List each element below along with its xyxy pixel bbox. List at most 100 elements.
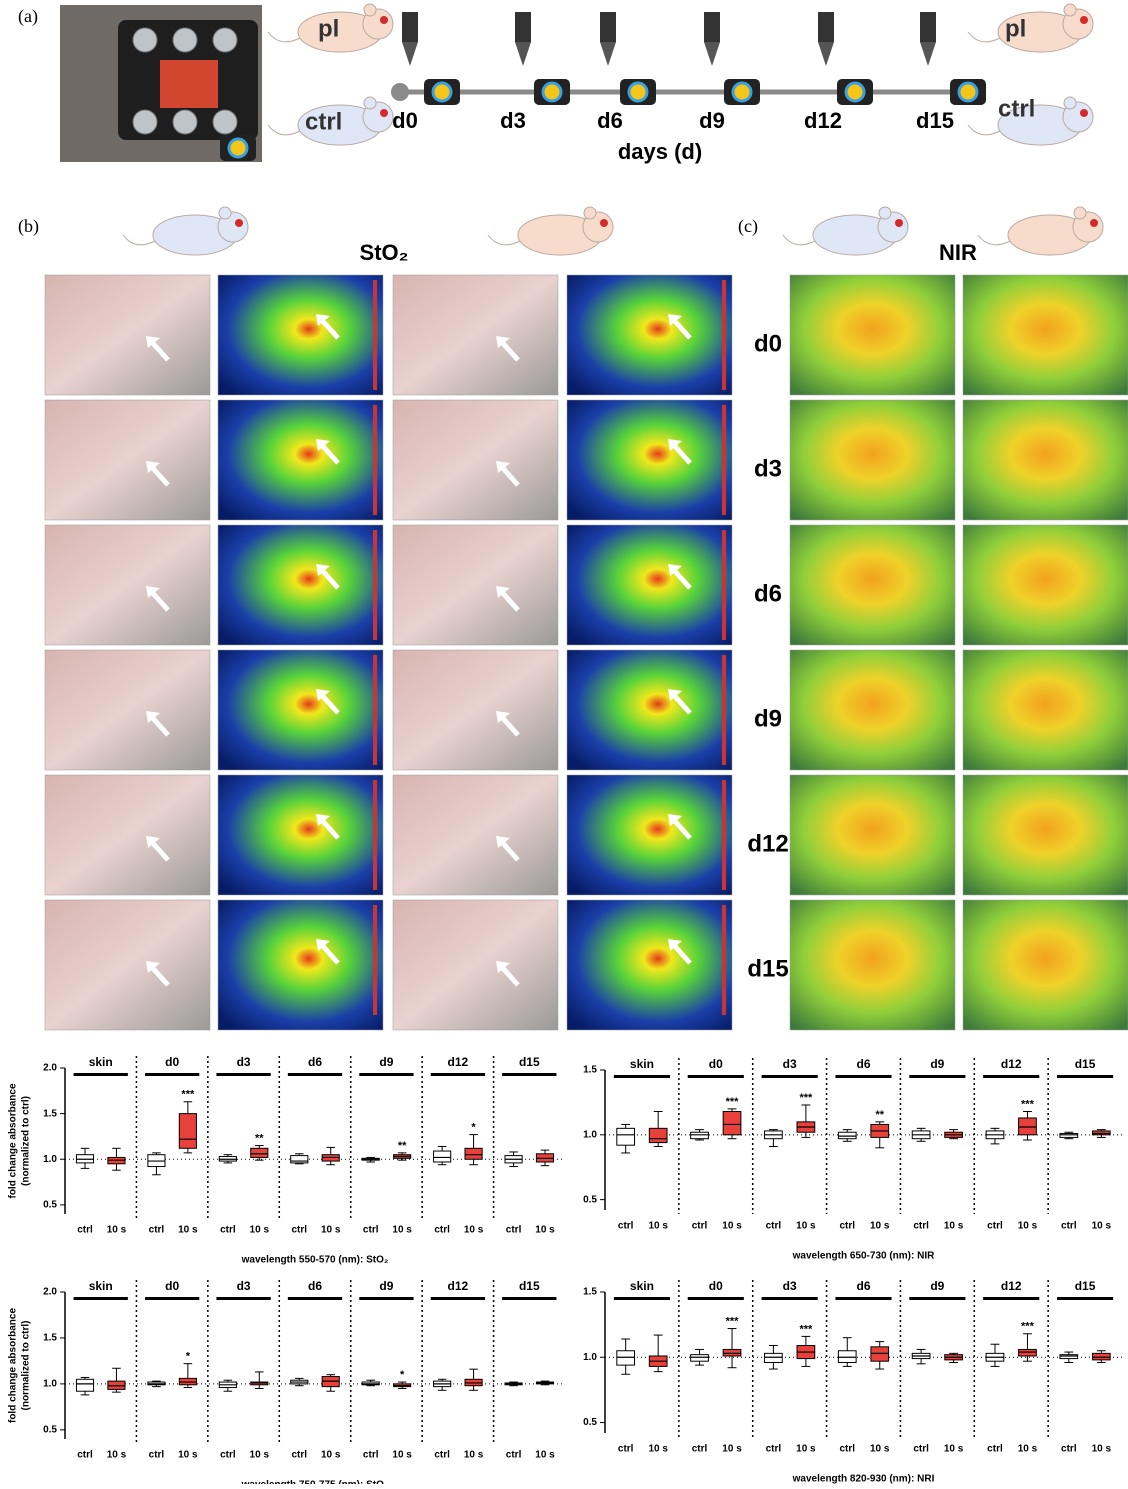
x-tick-label: ctrl (77, 1450, 93, 1461)
image-tile (567, 275, 732, 395)
mouse-ear (584, 207, 596, 219)
group-bar (983, 1297, 1039, 1300)
group-label: d3 (783, 1057, 797, 1071)
group-label: d6 (308, 1279, 322, 1293)
x-tick-label: ctrl (292, 1225, 308, 1236)
y-tick-label: 1.5 (43, 1108, 57, 1119)
mouse-eye (600, 219, 608, 227)
x-tick-label: 10 s (944, 1221, 964, 1232)
group-bar (614, 1297, 670, 1300)
x-tick-label: 10 s (1018, 1221, 1038, 1232)
group-bar (145, 1297, 199, 1300)
box (723, 1349, 741, 1356)
panel-title: StO₂ (360, 240, 409, 265)
image-tile (963, 525, 1128, 645)
row-label: d3 (754, 455, 782, 482)
y-tick-label: 1.0 (583, 1129, 597, 1140)
page-body: (a) (b) (c) StO₂ NIR days (d) plctrlplct… (0, 0, 1128, 1484)
box (617, 1351, 635, 1365)
x-tick-label: 10 s (535, 1450, 555, 1461)
image-tile (45, 400, 210, 520)
significance: *** (181, 1089, 195, 1101)
significance: *** (726, 1315, 740, 1327)
mouse-eye (380, 16, 388, 24)
x-tick-label: 10 s (392, 1225, 412, 1236)
mouse-ear (219, 207, 231, 219)
mouse-tail (978, 235, 1010, 245)
image-tile (567, 400, 732, 520)
box (76, 1379, 93, 1391)
mouse-tail (783, 235, 815, 245)
box (1092, 1353, 1110, 1360)
camera-lens (543, 83, 561, 101)
group-bar (835, 1075, 891, 1078)
x-tick-label: ctrl (149, 1225, 165, 1236)
image-tile (45, 775, 210, 895)
x-tick-label: 10 s (796, 1444, 816, 1455)
x-tick-label: ctrl (839, 1444, 855, 1455)
camera-lens (229, 139, 247, 157)
group-label: pl (1005, 15, 1026, 42)
y-tick-label: 1.5 (583, 1065, 597, 1076)
box (1060, 1134, 1078, 1138)
x-tick-label: ctrl (292, 1450, 308, 1461)
x-tick-label: 10 s (648, 1444, 668, 1455)
image-tile (218, 650, 383, 770)
image-tile (45, 650, 210, 770)
group-label: d0 (709, 1057, 723, 1071)
y-tick-label: 0.5 (43, 1200, 57, 1211)
group-label: ctrl (305, 108, 342, 135)
syringe-icon (920, 12, 936, 42)
image-tile (963, 775, 1128, 895)
x-tick-label: 10 s (722, 1221, 742, 1232)
x-tick-label: 10 s (250, 1225, 270, 1236)
group-label: skin (630, 1057, 654, 1071)
group-label: d15 (519, 1055, 540, 1069)
group-bar (359, 1297, 413, 1300)
x-tick-label: ctrl (434, 1225, 450, 1236)
image-tile (963, 400, 1128, 520)
colorbar (722, 530, 726, 640)
x-tick-label: ctrl (692, 1444, 708, 1455)
x-tick-label: ctrl (149, 1450, 165, 1461)
group-label: d9 (379, 1279, 393, 1293)
x-tick-label: 10 s (107, 1450, 127, 1461)
image-tile (790, 525, 955, 645)
group-label: d0 (165, 1279, 179, 1293)
image-tile (45, 900, 210, 1030)
x-tick-label: 10 s (870, 1221, 890, 1232)
group-label: d6 (308, 1055, 322, 1069)
y-tick-label: 2.0 (43, 1063, 57, 1074)
group-label: skin (89, 1279, 113, 1293)
timeline-day: d3 (500, 108, 526, 133)
colorbar (722, 655, 726, 765)
row-label: d0 (754, 330, 782, 357)
group-bar (216, 1297, 270, 1300)
image-tile (963, 900, 1128, 1030)
box (765, 1353, 783, 1362)
x-tick-label: ctrl (506, 1225, 522, 1236)
y-tick-label: 0.5 (583, 1417, 597, 1428)
x-axis-label: wavelength 750-775 (nm): StO₂ (241, 1480, 389, 1484)
image-tile (790, 650, 955, 770)
group-bar (431, 1297, 485, 1300)
x-tick-label: 10 s (178, 1225, 198, 1236)
image-tile (393, 650, 558, 770)
x-tick-label: ctrl (766, 1221, 782, 1232)
image-tile (963, 275, 1128, 395)
mouse-eye (1080, 16, 1088, 24)
group-bar (74, 1073, 128, 1076)
x-tick-label: ctrl (913, 1444, 929, 1455)
mouse-ear (879, 207, 891, 219)
panel-title: NIR (939, 240, 977, 265)
syringe-icon (704, 12, 720, 42)
y-tick-label: 1.0 (43, 1154, 57, 1165)
timeline-day: d6 (597, 108, 623, 133)
colorbar (373, 280, 377, 390)
group-label: d0 (165, 1055, 179, 1069)
x-tick-label: 10 s (796, 1221, 816, 1232)
mouse-ear (364, 97, 376, 109)
group-label: pl (318, 15, 339, 42)
device-led (213, 110, 237, 134)
box (871, 1347, 889, 1361)
